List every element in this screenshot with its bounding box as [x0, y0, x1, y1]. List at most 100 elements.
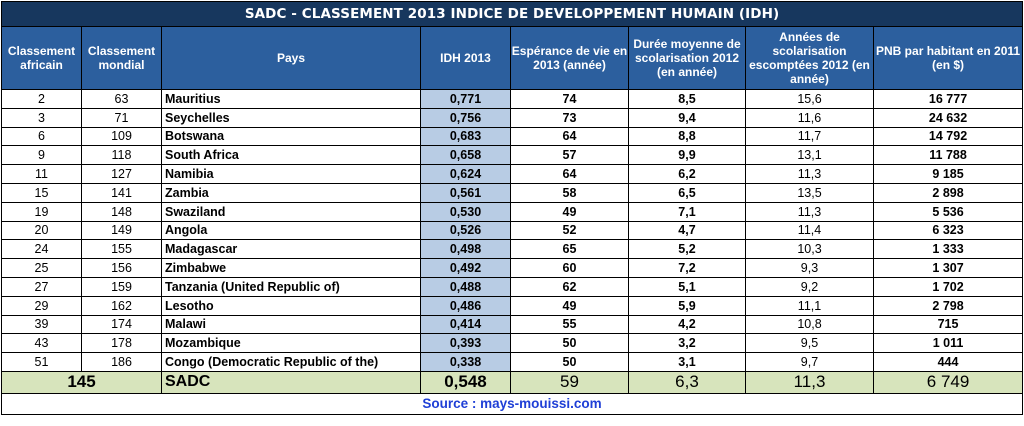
cell-gnp: 1 702	[872, 276, 1024, 297]
cell-rank-africa: 2	[1, 89, 82, 109]
cell-idh: 0,683	[420, 126, 511, 147]
cell-school-mean: 5,9	[628, 295, 746, 316]
cell-idh: 0,530	[420, 201, 511, 222]
table-row: 25 156 Zimbabwe 0,492 60 7,2 9,3 1 307	[1, 258, 1024, 278]
cell-gnp: 715	[872, 314, 1024, 335]
cell-gnp: 14 792	[872, 126, 1024, 147]
cell-school-mean: 9,4	[628, 107, 746, 128]
cell-school-mean: 8,5	[628, 89, 746, 109]
cell-school-mean: 3,2	[628, 333, 746, 354]
total-life: 59	[510, 370, 629, 394]
cell-school-mean: 3,1	[628, 352, 746, 372]
header-rank-africa: Classement africain	[1, 26, 82, 90]
cell-school-expected: 9,5	[745, 333, 874, 354]
table-title: SADC - CLASSEMENT 2013 INDICE DE DEVELOP…	[0, 1, 1024, 27]
cell-country: Swaziland	[161, 201, 421, 222]
cell-idh: 0,658	[420, 145, 511, 166]
header-rank-world: Classement mondial	[81, 26, 162, 90]
cell-life-expectancy: 49	[510, 295, 629, 316]
cell-idh: 0,492	[420, 258, 511, 278]
idh-table: SADC - CLASSEMENT 2013 INDICE DE DEVELOP…	[0, 1, 1024, 415]
cell-life-expectancy: 60	[510, 258, 629, 278]
cell-rank-world: 63	[81, 89, 162, 109]
table-row: 39 174 Malawi 0,414 55 4,2 10,8 715	[1, 314, 1024, 335]
cell-gnp: 2 798	[872, 295, 1024, 316]
cell-life-expectancy: 55	[510, 314, 629, 335]
cell-life-expectancy: 62	[510, 276, 629, 297]
cell-school-expected: 11,3	[745, 164, 874, 184]
table-row: 9 118 South Africa 0,658 57 9,9 13,1 11 788	[1, 145, 1024, 166]
cell-rank-world: 156	[81, 258, 162, 278]
cell-rank-africa: 9	[1, 145, 82, 166]
source-text: Source : mays-mouissi.com	[0, 392, 1024, 415]
cell-gnp: 9 185	[872, 164, 1024, 184]
header-school-expected: Années de scolarisation escomptées 2012 …	[745, 26, 874, 90]
cell-rank-africa: 25	[1, 258, 82, 278]
cell-life-expectancy: 74	[510, 89, 629, 109]
table-row: 27 159 Tanzania (United Republic of) 0,488 6…	[1, 276, 1024, 297]
header-country: Pays	[161, 26, 421, 90]
cell-school-mean: 6,5	[628, 182, 746, 203]
cell-school-mean: 9,9	[628, 145, 746, 166]
cell-idh: 0,338	[420, 352, 511, 372]
cell-rank-world: 118	[81, 145, 162, 166]
cell-gnp: 11 788	[872, 145, 1024, 166]
total-school-expected: 11,3	[745, 370, 874, 394]
cell-life-expectancy: 57	[510, 145, 629, 166]
cell-school-expected: 9,2	[745, 276, 874, 297]
cell-rank-africa: 43	[1, 333, 82, 354]
total-row: 145 SADC 0,548 59 6,3 11,3 6 749	[1, 370, 1024, 394]
total-rank: 145	[1, 370, 162, 394]
cell-school-expected: 11,4	[745, 220, 874, 241]
cell-school-expected: 9,3	[745, 258, 874, 278]
cell-rank-africa: 51	[1, 352, 82, 372]
cell-rank-world: 174	[81, 314, 162, 335]
cell-gnp: 6 323	[872, 220, 1024, 241]
cell-idh: 0,526	[420, 220, 511, 241]
total-country: SADC	[161, 370, 421, 394]
cell-idh: 0,414	[420, 314, 511, 335]
cell-country: Madagascar	[161, 239, 421, 260]
header-idh: IDH 2013	[420, 26, 511, 90]
cell-school-mean: 4,2	[628, 314, 746, 335]
cell-idh: 0,486	[420, 295, 511, 316]
cell-idh: 0,561	[420, 182, 511, 203]
cell-life-expectancy: 64	[510, 126, 629, 147]
cell-school-mean: 7,2	[628, 258, 746, 278]
cell-rank-africa: 24	[1, 239, 82, 260]
cell-country: Mauritius	[161, 89, 421, 109]
cell-school-expected: 11,3	[745, 201, 874, 222]
table-row: 29 162 Lesotho 0,486 49 5,9 11,1 2 798	[1, 295, 1024, 316]
table-row: 24 155 Madagascar 0,498 65 5,2 10,3 1 333	[1, 239, 1024, 260]
cell-school-expected: 11,6	[745, 107, 874, 128]
cell-rank-world: 162	[81, 295, 162, 316]
cell-school-mean: 7,1	[628, 201, 746, 222]
cell-school-mean: 6,2	[628, 164, 746, 184]
table-row: 51 186 Congo (Democratic Republic of the) 0…	[1, 352, 1024, 372]
cell-rank-world: 186	[81, 352, 162, 372]
cell-school-expected: 13,1	[745, 145, 874, 166]
cell-rank-world: 159	[81, 276, 162, 297]
cell-school-mean: 4,7	[628, 220, 746, 241]
cell-school-expected: 11,1	[745, 295, 874, 316]
cell-school-expected: 10,3	[745, 239, 874, 260]
header-school-mean: Durée moyenne de scolarisation 2012 (en …	[628, 26, 746, 90]
table-row: 2 63 Mauritius 0,771 74 8,5 15,6 16 777	[1, 89, 1024, 109]
cell-gnp: 1 333	[872, 239, 1024, 260]
cell-gnp: 24 632	[872, 107, 1024, 128]
cell-rank-world: 148	[81, 201, 162, 222]
table-row: 20 149 Angola 0,526 52 4,7 11,4 6 323	[1, 220, 1024, 241]
cell-gnp: 1 011	[872, 333, 1024, 354]
cell-rank-world: 71	[81, 107, 162, 128]
total-gnp: 6 749	[872, 370, 1024, 394]
cell-life-expectancy: 65	[510, 239, 629, 260]
cell-rank-world: 155	[81, 239, 162, 260]
cell-country: Malawi	[161, 314, 421, 335]
cell-school-mean: 8,8	[628, 126, 746, 147]
cell-life-expectancy: 50	[510, 352, 629, 372]
cell-school-mean: 5,1	[628, 276, 746, 297]
cell-rank-world: 109	[81, 126, 162, 147]
cell-rank-africa: 39	[1, 314, 82, 335]
cell-life-expectancy: 64	[510, 164, 629, 184]
header-gnp: PNB par habitant en 2011 (en $)	[872, 26, 1024, 90]
